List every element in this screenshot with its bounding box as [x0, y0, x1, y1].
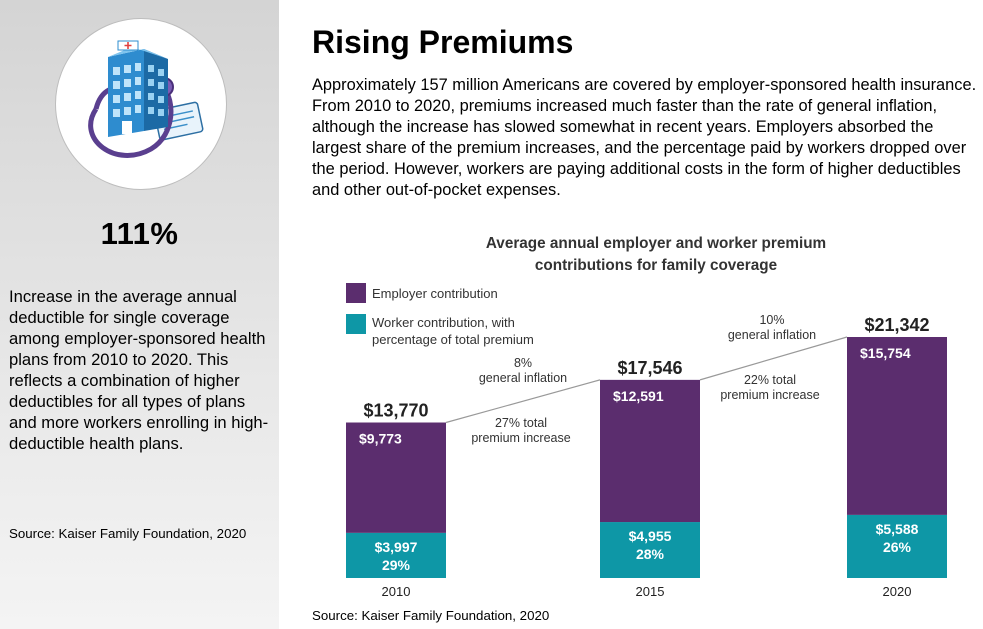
worker-value-label: $5,588 — [876, 521, 919, 537]
chart-source: Source: Kaiser Family Foundation, 2020 — [312, 608, 550, 623]
total-label: $13,770 — [363, 401, 428, 421]
hospital-stethoscope-icon — [55, 18, 227, 190]
inflation-annotation: 8% — [514, 356, 532, 370]
sidebar-source: Source: Kaiser Family Foundation, 2020 — [9, 526, 247, 541]
sidebar: 111% Increase in the average annual dedu… — [0, 0, 279, 629]
legend-label-worker: Worker contribution, with — [372, 315, 515, 330]
bar-employer-2015 — [600, 379, 700, 523]
inflation-annotation: general inflation — [479, 371, 567, 385]
worker-value-label: $4,955 — [629, 528, 672, 544]
legend-label-employer: Employer contribution — [372, 286, 498, 301]
bar-worker-2010 — [346, 532, 446, 578]
worker-percent-label: 28% — [636, 546, 665, 562]
increase-annotation: premium increase — [471, 431, 570, 445]
page-title: Rising Premiums — [312, 24, 574, 60]
inflation-annotation: general inflation — [728, 328, 816, 342]
increase-annotation: 22% total — [744, 373, 796, 387]
intro-paragraph: Approximately 157 million Americans are … — [312, 76, 977, 199]
chart-title: Average annual employer and worker premi… — [485, 235, 827, 274]
worker-percent-label: 26% — [883, 539, 912, 555]
inflation-annotation: 10% — [759, 313, 784, 327]
bar-employer-2020 — [847, 337, 947, 515]
increase-annotation: premium increase — [720, 388, 819, 402]
x-tick-label: 2010 — [382, 584, 411, 599]
total-label: $17,546 — [617, 358, 682, 378]
stat-value: 111% — [100, 216, 179, 251]
employer-value-label: $9,773 — [359, 431, 402, 447]
total-label: $21,342 — [864, 315, 929, 335]
legend-swatch-employer — [346, 283, 366, 303]
bar-employer-2010 — [346, 422, 446, 533]
increase-annotation: 27% total — [495, 416, 547, 430]
employer-value-label: $15,754 — [860, 345, 911, 361]
worker-percent-label: 29% — [382, 557, 411, 573]
bar-worker-2015 — [600, 522, 700, 578]
trend-connector-line — [445, 379, 601, 424]
bar-worker-2020 — [847, 514, 947, 578]
worker-value-label: $3,997 — [375, 539, 418, 555]
employer-value-label: $12,591 — [613, 388, 664, 404]
x-tick-label: 2020 — [883, 584, 912, 599]
legend-label-worker: percentage of total premium — [372, 332, 534, 347]
trend-connector-line — [699, 336, 848, 381]
stat-description: Increase in the average annual deductibl… — [9, 287, 269, 453]
legend-swatch-worker — [346, 314, 366, 334]
x-tick-label: 2015 — [636, 584, 665, 599]
